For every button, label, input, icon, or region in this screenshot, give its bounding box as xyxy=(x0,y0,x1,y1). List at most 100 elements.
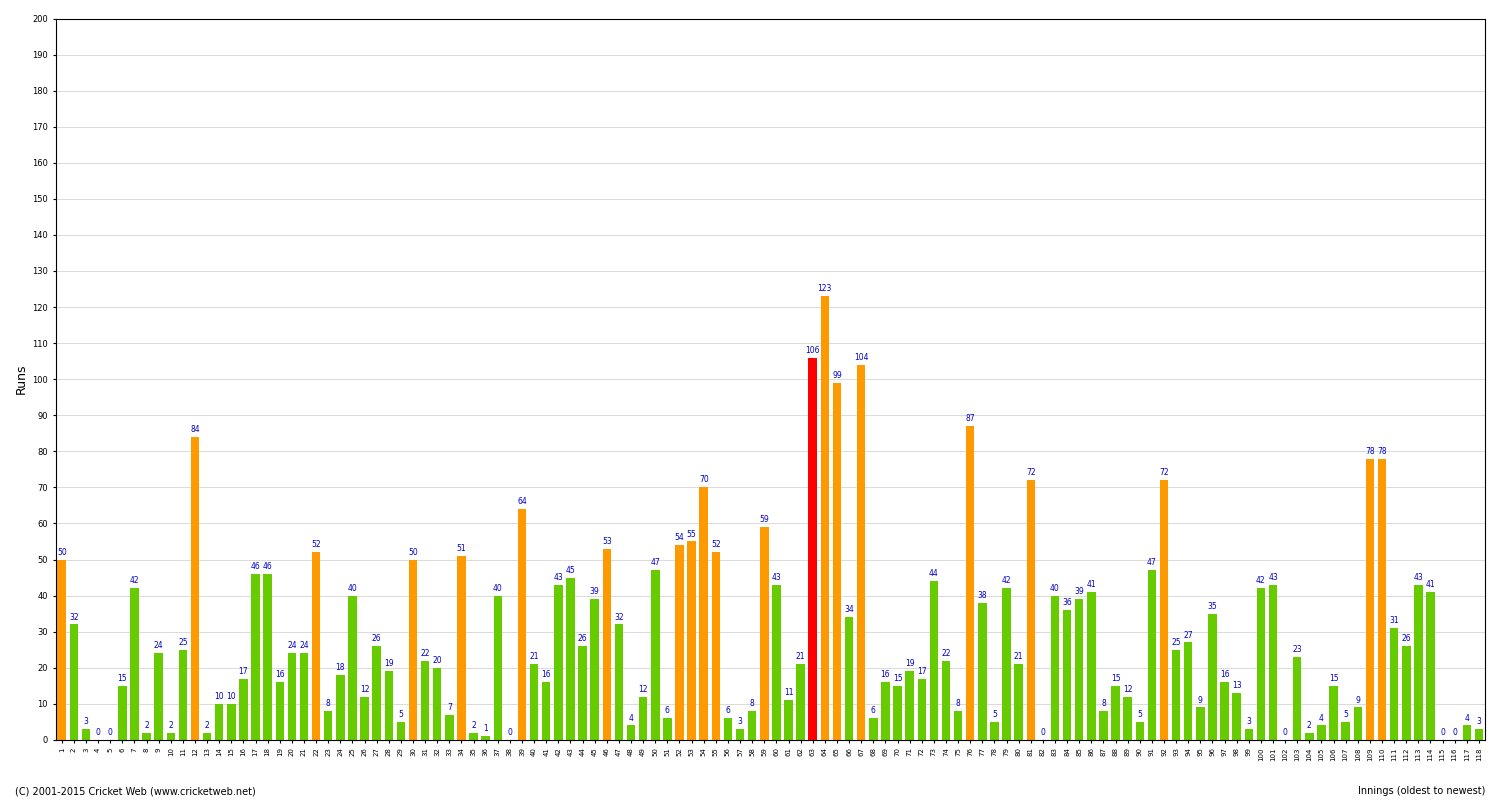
Text: 36: 36 xyxy=(1062,598,1072,607)
Text: 21: 21 xyxy=(796,652,806,662)
Text: 6: 6 xyxy=(726,706,730,715)
Bar xyxy=(687,542,696,740)
Bar xyxy=(190,437,200,740)
Bar xyxy=(1257,588,1264,740)
Text: 47: 47 xyxy=(651,558,660,567)
Bar xyxy=(494,595,502,740)
Text: 43: 43 xyxy=(771,573,782,582)
Bar xyxy=(1088,592,1095,740)
Text: 2: 2 xyxy=(144,721,148,730)
Text: 15: 15 xyxy=(1110,674,1120,683)
Text: 6: 6 xyxy=(871,706,876,715)
Bar xyxy=(1172,650,1180,740)
Text: 0: 0 xyxy=(1452,728,1456,737)
Text: 17: 17 xyxy=(238,666,248,676)
Bar xyxy=(130,588,138,740)
Text: 18: 18 xyxy=(336,663,345,672)
Bar xyxy=(530,664,538,740)
Text: 20: 20 xyxy=(432,656,442,665)
Bar xyxy=(1026,480,1035,740)
Text: 87: 87 xyxy=(966,414,975,423)
Text: 22: 22 xyxy=(940,649,951,658)
Text: 40: 40 xyxy=(494,584,502,593)
Bar xyxy=(1317,726,1326,740)
Bar xyxy=(1184,642,1192,740)
Text: 24: 24 xyxy=(154,642,164,650)
Text: 35: 35 xyxy=(1208,602,1218,610)
Text: 52: 52 xyxy=(711,541,720,550)
Text: 21: 21 xyxy=(1014,652,1023,662)
Bar xyxy=(178,650,188,740)
Text: 16: 16 xyxy=(542,670,550,679)
Text: 10: 10 xyxy=(214,692,223,701)
Text: 43: 43 xyxy=(1413,573,1424,582)
Text: 16: 16 xyxy=(1220,670,1230,679)
Text: 106: 106 xyxy=(806,346,820,354)
Text: 12: 12 xyxy=(639,685,648,694)
Bar xyxy=(1148,570,1156,740)
Bar xyxy=(1052,595,1059,740)
Bar xyxy=(458,556,465,740)
Bar xyxy=(238,678,248,740)
Text: 39: 39 xyxy=(590,587,600,596)
Bar xyxy=(433,668,441,740)
Bar xyxy=(942,661,950,740)
Bar xyxy=(226,704,236,740)
Text: 47: 47 xyxy=(1148,558,1156,567)
Bar xyxy=(1341,722,1350,740)
Bar xyxy=(81,729,90,740)
Text: 41: 41 xyxy=(1086,580,1096,589)
Bar xyxy=(784,700,792,740)
Text: 53: 53 xyxy=(602,537,612,546)
Bar xyxy=(833,382,842,740)
Text: 3: 3 xyxy=(1476,717,1482,726)
Bar xyxy=(1221,682,1228,740)
Text: 3: 3 xyxy=(738,717,742,726)
Text: 46: 46 xyxy=(262,562,273,571)
Text: 25: 25 xyxy=(1172,638,1180,647)
Text: Innings (oldest to newest): Innings (oldest to newest) xyxy=(1358,786,1485,796)
Text: 46: 46 xyxy=(251,562,261,571)
Bar xyxy=(966,426,975,740)
Bar xyxy=(711,552,720,740)
Text: 23: 23 xyxy=(1293,645,1302,654)
Bar xyxy=(1293,657,1302,740)
Bar xyxy=(651,570,660,740)
Bar xyxy=(856,365,865,740)
Bar xyxy=(372,646,381,740)
Bar xyxy=(518,509,526,740)
Text: 45: 45 xyxy=(566,566,576,574)
Text: 70: 70 xyxy=(699,475,708,485)
Bar xyxy=(252,574,260,740)
Bar xyxy=(69,625,78,740)
Bar xyxy=(627,726,636,740)
Text: 26: 26 xyxy=(372,634,381,643)
Text: 32: 32 xyxy=(69,613,78,622)
Text: 38: 38 xyxy=(978,591,987,600)
Bar xyxy=(821,296,830,740)
Text: 72: 72 xyxy=(1026,468,1035,478)
Text: 5: 5 xyxy=(992,710,998,719)
Bar xyxy=(482,736,490,740)
Text: 9: 9 xyxy=(1198,695,1203,705)
Text: 4: 4 xyxy=(628,714,633,722)
Text: 40: 40 xyxy=(348,584,357,593)
Bar xyxy=(954,711,963,740)
Bar xyxy=(360,697,369,740)
Text: 9: 9 xyxy=(1356,695,1360,705)
Text: 26: 26 xyxy=(578,634,588,643)
Bar xyxy=(1269,585,1278,740)
Text: 50: 50 xyxy=(408,548,419,557)
Text: 0: 0 xyxy=(1440,728,1444,737)
Bar xyxy=(264,574,272,740)
Text: 1: 1 xyxy=(483,724,488,734)
Text: 17: 17 xyxy=(916,666,927,676)
Text: 41: 41 xyxy=(1425,580,1436,589)
Bar xyxy=(396,722,405,740)
Bar xyxy=(603,549,610,740)
Text: 2: 2 xyxy=(1306,721,1311,730)
Text: 21: 21 xyxy=(530,652,538,662)
Bar xyxy=(1136,722,1144,740)
Text: 24: 24 xyxy=(286,642,297,650)
Text: 52: 52 xyxy=(312,541,321,550)
